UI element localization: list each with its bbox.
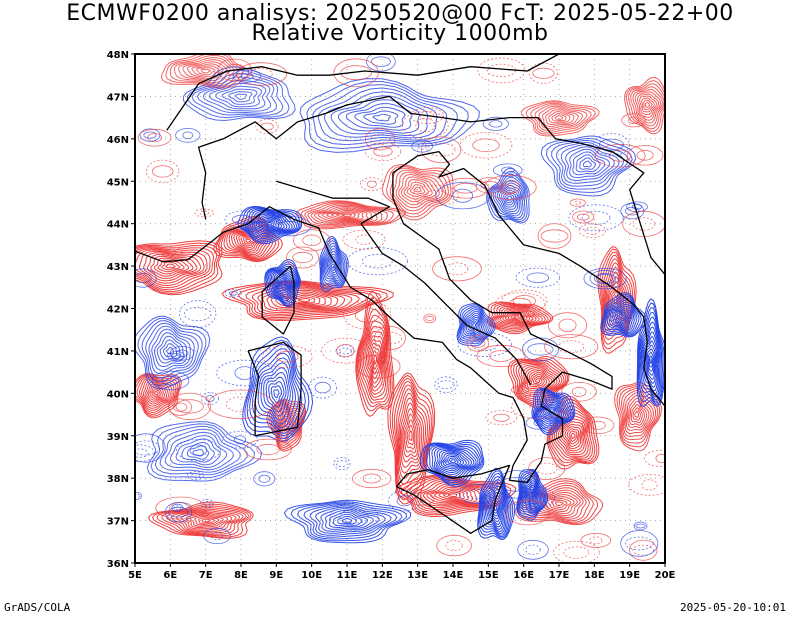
lon-tick-label: 5E bbox=[128, 570, 142, 581]
positive-vorticity-feature bbox=[387, 372, 436, 505]
lon-tick-label: 10E bbox=[301, 570, 322, 581]
negative-vorticity-feature bbox=[600, 292, 647, 338]
map-title: ECMWF0200 analisys: 20250520@00 FcT: 202… bbox=[66, 1, 734, 26]
lat-tick-label: 47N bbox=[107, 92, 129, 103]
positive-vorticity-feature bbox=[546, 395, 600, 470]
negative-vorticity-feature bbox=[182, 66, 296, 122]
lon-tick-label: 8E bbox=[234, 570, 248, 581]
vorticity-contour-field bbox=[135, 54, 665, 563]
lon-tick-label: 14E bbox=[443, 570, 464, 581]
lat-tick-label: 41N bbox=[107, 347, 129, 358]
footer-software-credit: GrADS/COLA bbox=[4, 601, 71, 614]
negative-vorticity-feature bbox=[146, 421, 263, 482]
lat-tick-label: 40N bbox=[107, 389, 129, 400]
slovenia-croatia-border bbox=[442, 116, 665, 276]
lat-tick-label: 39N bbox=[107, 432, 129, 443]
coastlines-and-borders bbox=[135, 54, 665, 534]
lon-tick-label: 15E bbox=[478, 570, 499, 581]
lat-tick-label: 37N bbox=[107, 517, 129, 528]
sicily-coastline bbox=[395, 464, 511, 534]
lat-tick-label: 42N bbox=[107, 305, 129, 316]
lat-tick-label: 45N bbox=[107, 177, 129, 188]
footer-timestamp: 2025-05-20-10:01 bbox=[680, 601, 786, 614]
positive-vorticity-feature bbox=[395, 474, 517, 518]
lon-tick-label: 9E bbox=[269, 570, 283, 581]
alps-border bbox=[197, 95, 443, 220]
lon-tick-label: 16E bbox=[513, 570, 534, 581]
positive-vorticity-feature bbox=[381, 164, 454, 221]
lon-tick-label: 19E bbox=[619, 570, 640, 581]
lon-tick-label: 13E bbox=[407, 570, 428, 581]
positive-vorticity-feature bbox=[624, 76, 665, 135]
lon-tick-label: 7E bbox=[199, 570, 213, 581]
france-coastline bbox=[135, 231, 224, 263]
map-subtitle: Relative Vorticity 1000mb bbox=[251, 21, 549, 46]
corsica-coastline bbox=[261, 265, 295, 335]
positive-vorticity-feature bbox=[296, 200, 407, 230]
axis-ticks: 5E 6E 7E 8E 9E 10E 11E 12E 13E 14E 15E 16E 17E 18E 19E… bbox=[107, 50, 676, 581]
positive-vorticity-feature bbox=[135, 240, 223, 296]
positive-vorticity-feature bbox=[520, 100, 600, 137]
balkan-coastline bbox=[438, 151, 665, 407]
lon-tick-label: 17E bbox=[549, 570, 570, 581]
negative-vorticity-feature bbox=[419, 439, 485, 487]
positive-vorticity-feature bbox=[135, 372, 182, 419]
lat-tick-label: 46N bbox=[107, 135, 129, 146]
lat-tick-label: 43N bbox=[107, 262, 129, 273]
lon-tick-label: 18E bbox=[584, 570, 605, 581]
negative-vorticity-feature bbox=[299, 78, 480, 153]
lon-tick-label: 6E bbox=[163, 570, 177, 581]
sardinia-coastline bbox=[247, 341, 302, 437]
italy-peninsula-coastline bbox=[223, 150, 613, 484]
background-contours bbox=[135, 54, 665, 563]
lon-tick-label: 12E bbox=[372, 570, 393, 581]
lat-tick-label: 48N bbox=[107, 50, 129, 61]
negative-vorticity-feature bbox=[283, 499, 412, 544]
lon-tick-label: 11E bbox=[337, 570, 358, 581]
lat-tick-label: 36N bbox=[107, 559, 129, 570]
lon-tick-label: 20E bbox=[655, 570, 676, 581]
positive-vorticity-feature bbox=[614, 381, 663, 452]
italy-region-borders bbox=[276, 180, 532, 386]
lat-tick-label: 38N bbox=[107, 474, 129, 485]
lat-tick-label: 44N bbox=[107, 220, 129, 231]
north-border bbox=[166, 54, 560, 131]
lat-lon-grid bbox=[135, 54, 665, 563]
positive-vorticity-feature bbox=[160, 54, 250, 89]
